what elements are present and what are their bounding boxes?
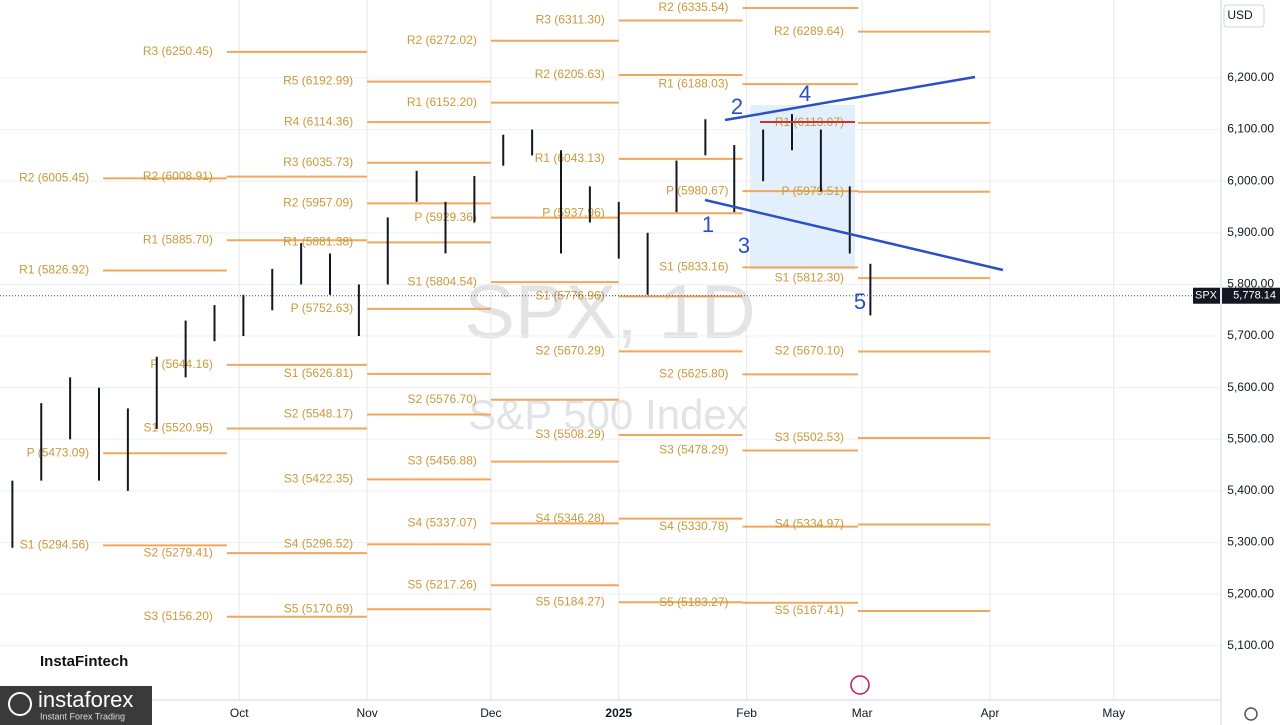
pivot-label: R3 (6250.45) — [143, 44, 213, 58]
x-tick-label: 2025 — [605, 706, 632, 720]
y-axis-panel — [1221, 0, 1280, 725]
pivot-label: S4 (5330.78) — [659, 519, 728, 533]
pivot-label: S1 (5812.30) — [775, 270, 844, 284]
pivot-label: P (5937.96) — [542, 205, 605, 219]
y-tick-label: 5,300.00 — [1227, 535, 1274, 549]
pivot-label: S2 (5279.41) — [143, 545, 212, 559]
pivot-label: P (5644.16) — [150, 357, 213, 371]
pivot-label: P (5752.63) — [291, 301, 354, 315]
plot: R2 (6005.45) R1 (5826.92) P (5473.09) S1 (5… — [0, 0, 1221, 700]
pivot-label: S4 (5337.07) — [407, 516, 476, 530]
currency[interactable]: USD — [1227, 8, 1253, 22]
x-tick-label: May — [1102, 706, 1125, 720]
pivot-label: R4 (6114.36) — [284, 114, 353, 128]
pivot-label: S4 (5346.28) — [535, 511, 604, 525]
pivot-label: R2 (6289.64) — [774, 24, 844, 38]
x-tick-label: Oct — [230, 706, 249, 720]
pivot-label: R1 (5885.70) — [143, 232, 213, 246]
pivot-label: R2 (6335.54) — [658, 0, 728, 14]
wave-label: 2 — [731, 94, 743, 119]
wave-label: 4 — [799, 81, 811, 106]
pivot-label: S4 (5296.52) — [284, 537, 353, 551]
x-tick-label: Mar — [852, 706, 873, 720]
pivot-label: R2 (6272.02) — [407, 33, 477, 47]
y-tick-label: 5,200.00 — [1227, 586, 1274, 600]
y-tick-label: 6,200.00 — [1227, 70, 1274, 84]
pivot-label: R1 (5826.92) — [19, 263, 89, 277]
x-tick-label: Apr — [981, 706, 1000, 720]
x-tick-label: Feb — [736, 706, 757, 720]
pivot-label: S1 (5626.81) — [284, 366, 353, 380]
pivot-label: S2 (5548.17) — [284, 407, 353, 421]
pivot-label: P (5473.09) — [27, 445, 90, 459]
symbol-tag — [1193, 287, 1220, 304]
pivot-label: S5 (5170.69) — [284, 601, 353, 615]
y-tick-label: 5,700.00 — [1227, 328, 1274, 342]
pivot-label: S2 (5576.70) — [407, 392, 476, 406]
y-tick-label: 5,600.00 — [1227, 380, 1274, 394]
x-tick-label: Dec — [480, 706, 501, 720]
pivot-label: P (5980.67) — [666, 183, 729, 197]
pivot-label: S5 (5217.26) — [407, 577, 476, 591]
pivot-label: R1 (5881.38) — [283, 235, 353, 249]
pivot-label: S5 (5183.27) — [659, 595, 728, 609]
pivot-label: R1 (6043.13) — [535, 151, 605, 165]
y-tick-label: 5,800.00 — [1227, 277, 1274, 291]
logo: instaforex — [38, 687, 133, 712]
wave-label: 3 — [738, 233, 750, 258]
pivot-label: R1 (6152.20) — [407, 95, 477, 109]
y-tick-label: 5,900.00 — [1227, 225, 1274, 239]
wave-label: 5 — [854, 289, 866, 314]
wave-label: 1 — [702, 212, 714, 237]
price-tag-text: 5,778.14 — [1233, 290, 1276, 302]
brand-watermark: InstaFintech — [40, 653, 128, 670]
settings-icon[interactable] — [1244, 707, 1258, 721]
pivot-label: R5 (6192.99) — [283, 74, 353, 88]
pivot-label: S3 (5478.29) — [659, 443, 728, 457]
pivot-label: R1 (6188.03) — [658, 76, 728, 90]
pivot-label: S1 (5833.16) — [659, 259, 728, 273]
pivot-label: S2 (5625.80) — [659, 367, 728, 381]
pivot-label: S2 (5670.10) — [775, 344, 844, 358]
y-tick-label: 5,400.00 — [1227, 483, 1274, 497]
x-tick-label: Nov — [356, 706, 377, 720]
pivot-label: S1 (5804.54) — [407, 274, 476, 288]
pivot-label: S3 (5502.53) — [775, 430, 844, 444]
y-tick-label: 6,100.00 — [1227, 122, 1274, 136]
currency-button[interactable] — [1223, 4, 1265, 28]
pivot-label: P (5979.51) — [782, 184, 845, 198]
pivot-label: R2 (6008.91) — [143, 169, 213, 183]
y-tick-label: 6,000.00 — [1227, 173, 1274, 187]
pivot-label: S3 (5422.35) — [284, 472, 353, 486]
pivot-label: S1 (5294.56) — [20, 538, 89, 552]
brand-box — [32, 648, 140, 676]
pivot-label: S5 (5167.41) — [775, 603, 844, 617]
pivot-label: S5 (5184.27) — [535, 594, 604, 608]
pivot-label: S3 (5156.20) — [143, 609, 212, 623]
price-tag — [1222, 287, 1280, 304]
y-tick-label: 5,500.00 — [1227, 431, 1274, 445]
pivot-label: S2 (5670.29) — [535, 344, 604, 358]
pivot-label: S4 (5334.97) — [775, 517, 844, 531]
logo-box — [0, 686, 152, 725]
trend-line — [724, 75, 976, 122]
watermark-name: S&P 500 Index — [468, 391, 747, 438]
volume-profile-area — [750, 105, 855, 270]
pivot-label: R2 (6205.63) — [535, 67, 605, 81]
pivot-label: R3 (6311.30) — [536, 13, 605, 27]
pivot-label: R2 (5957.09) — [283, 196, 353, 210]
pivot-label: S1 (5520.95) — [143, 421, 212, 435]
tagline: Instant Forex Trading — [40, 711, 125, 721]
logo-icon — [8, 692, 32, 716]
pivot-label: S3 (5508.29) — [535, 427, 604, 441]
pivot-label: S3 (5456.88) — [407, 454, 476, 468]
pivot-label: R3 (6035.73) — [283, 155, 353, 169]
pivot-label: R2 (6005.45) — [19, 171, 89, 185]
symbol-tag-text: SPX — [1195, 290, 1218, 302]
trend-line — [704, 198, 1004, 272]
event-icon[interactable] — [850, 675, 870, 695]
y-tick-label: 5,100.00 — [1227, 638, 1274, 652]
